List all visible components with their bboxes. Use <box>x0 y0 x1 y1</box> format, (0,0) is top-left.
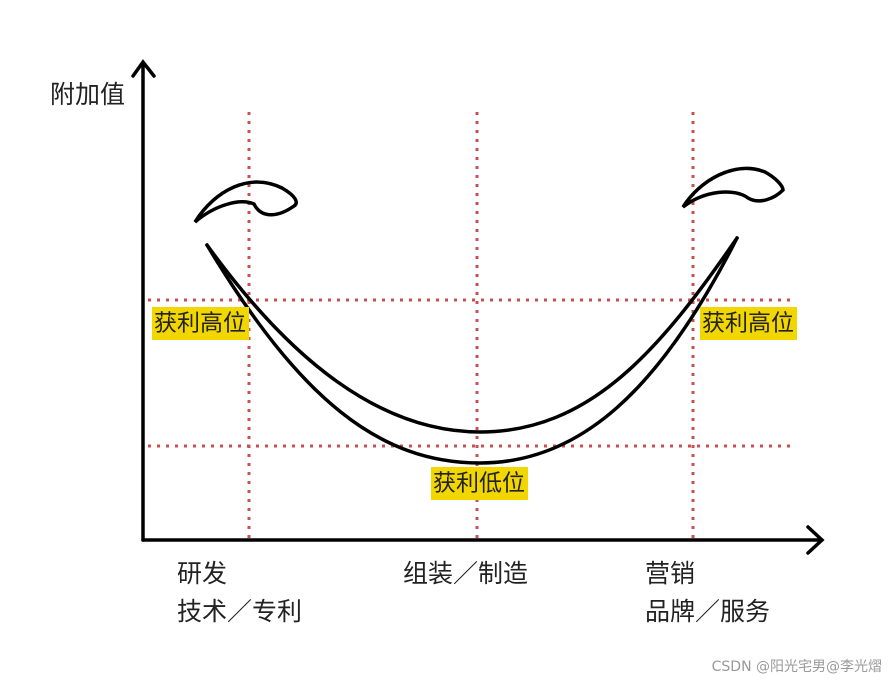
highlight <box>431 467 528 500</box>
zone-label: 组装／制造 <box>403 559 528 588</box>
highlight <box>700 307 797 340</box>
highlight-label: 获利高位 <box>702 311 794 337</box>
zone-label: 技术／专利 <box>177 597 302 626</box>
smile-curve <box>193 166 785 465</box>
zone-label: 营销 <box>645 559 695 588</box>
y-axis-label: 附加值 <box>50 80 125 109</box>
highlight-label: 获利高位 <box>154 311 246 337</box>
highlight <box>152 307 249 340</box>
axes <box>131 59 825 555</box>
zone-label: 研发 <box>177 559 227 588</box>
highlight-label: 获利低位 <box>433 471 525 497</box>
zone-label: 品牌／服务 <box>645 597 770 626</box>
watermark: CSDN @阳光宅男@李光熠 <box>712 659 882 675</box>
